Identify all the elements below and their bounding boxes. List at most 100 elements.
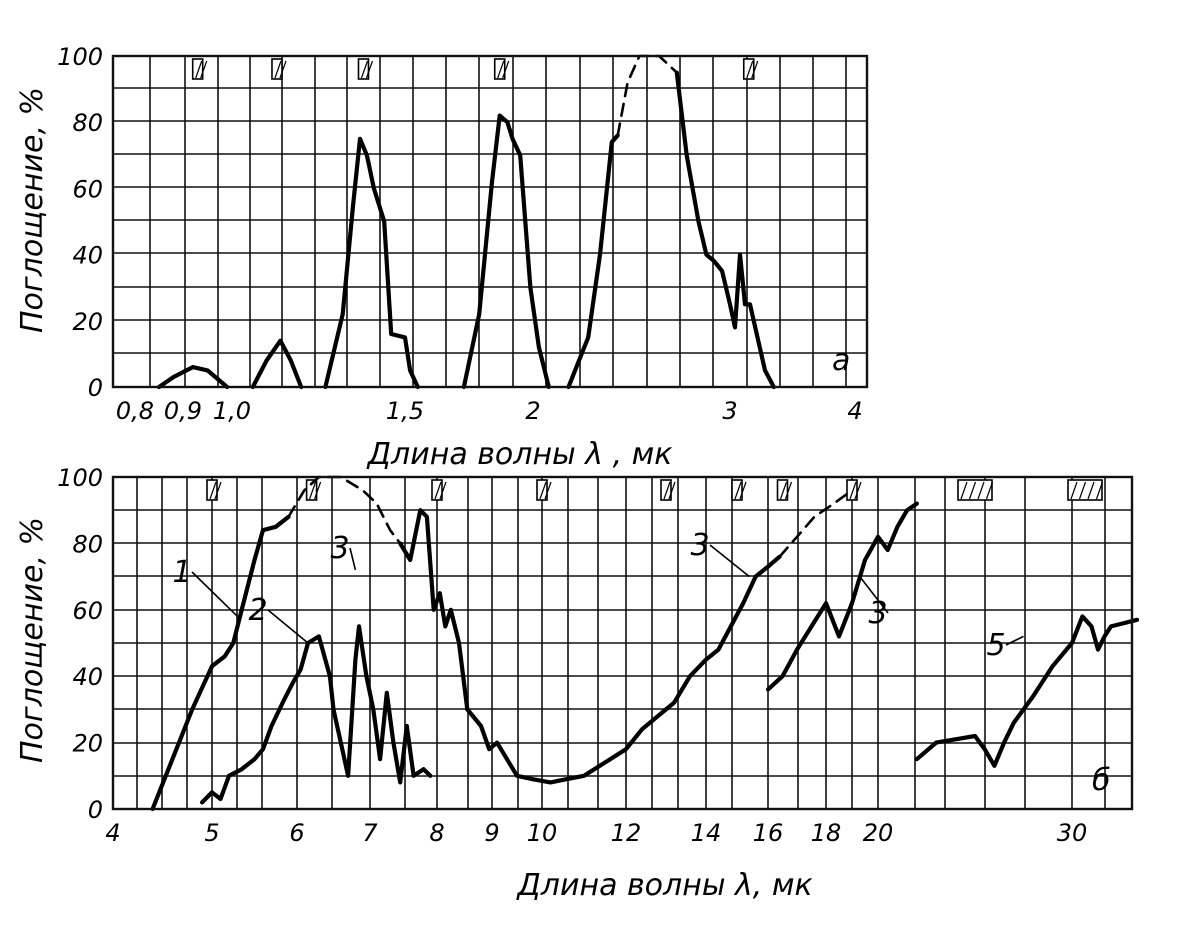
a-x-tick-1,5: 1,5 bbox=[386, 397, 424, 425]
b-series-2-curve-2 bbox=[200, 624, 433, 805]
a-band-marker-1-hatch-0 bbox=[274, 60, 282, 79]
panel-b-x-axis-label: Длина волны λ, мк bbox=[515, 868, 812, 903]
a-x-tick-0,9: 0,9 bbox=[164, 397, 202, 425]
b-band-marker-5 bbox=[731, 479, 743, 501]
b-band-marker-0-hatch-0 bbox=[209, 481, 217, 500]
a-band-marker-4-hatch-0 bbox=[746, 60, 754, 79]
b-curve-1-leader-0 bbox=[191, 571, 239, 618]
panel-b-frame bbox=[111, 475, 1134, 811]
b-x-tick-5: 5 bbox=[204, 819, 219, 847]
b-band-marker-7-hatch-0 bbox=[849, 481, 857, 500]
b-series-6-curve-5 bbox=[914, 614, 1140, 768]
b-series-3-curve-3 bbox=[398, 508, 782, 785]
b-band-marker-1-hatch-0 bbox=[309, 481, 317, 500]
b-x-tick-9: 9 bbox=[484, 819, 499, 847]
a-band-marker-4-hatch-1 bbox=[751, 60, 759, 79]
a-series-3 bbox=[461, 113, 551, 390]
panel-b-curves bbox=[150, 475, 1140, 812]
b-curve-5-label-5: 5 bbox=[986, 628, 1005, 663]
b-curve-3-label-4: 3 bbox=[868, 596, 887, 631]
panel-a-chart: 0 20 40 60 80 100 0,8 0,9 1,0 1,5 2 3 4 Поглощение,… bbox=[15, 43, 869, 472]
panel-b-curve-labels: 1 2 3 3 3 5 bbox=[172, 528, 1024, 663]
b-band-marker-2 bbox=[431, 479, 443, 501]
a-band-marker-2-hatch-0 bbox=[360, 60, 369, 79]
b-curve-1-label-0: 1 bbox=[172, 555, 191, 590]
a-series-2 bbox=[323, 136, 420, 390]
panel-a-x-axis-label: Длина волны λ , мк bbox=[366, 437, 673, 472]
b-curve-3-leader-2 bbox=[349, 547, 357, 571]
b-series-4-curve-4 bbox=[778, 489, 854, 558]
b-x-tick-10: 10 bbox=[527, 819, 558, 847]
b-x-tick-20: 20 bbox=[863, 819, 894, 847]
b-series-5-curve-3 bbox=[765, 501, 919, 692]
b-band-marker-9-hatch-3 bbox=[1095, 481, 1104, 500]
a-series-0 bbox=[156, 365, 230, 390]
b-band-marker-9-hatch-1 bbox=[1078, 481, 1087, 500]
panel-b-label: б bbox=[1092, 763, 1111, 798]
b-x-tick-18: 18 bbox=[811, 819, 842, 847]
a-series-6 bbox=[674, 70, 776, 390]
b-curve-3-leader-4 bbox=[859, 576, 889, 614]
a-band-marker-4 bbox=[742, 58, 755, 80]
a-band-marker-3-hatch-0 bbox=[497, 60, 505, 79]
b-band-marker-7 bbox=[846, 479, 858, 501]
b-x-tick-30: 30 bbox=[1057, 819, 1088, 847]
panel-a-frame bbox=[111, 54, 869, 389]
a-y-tick-60: 60 bbox=[72, 175, 103, 203]
a-series-1 bbox=[250, 338, 304, 390]
b-series-1-curve-1 bbox=[287, 475, 402, 545]
panel-a-band-markers bbox=[191, 58, 759, 80]
b-band-marker-0 bbox=[206, 479, 218, 501]
a-band-marker-0-hatch-1 bbox=[200, 60, 208, 79]
a-band-marker-2-hatch-1 bbox=[365, 60, 374, 79]
a-band-marker-1-hatch-1 bbox=[279, 60, 287, 79]
a-band-marker-0 bbox=[191, 58, 204, 80]
b-band-marker-9-hatch-0 bbox=[1070, 481, 1078, 500]
a-band-marker-1 bbox=[271, 58, 283, 80]
a-band-marker-2 bbox=[357, 58, 370, 80]
b-y-tick-60: 60 bbox=[72, 597, 103, 625]
a-band-marker-3-hatch-1 bbox=[502, 60, 510, 79]
b-x-tick-16: 16 bbox=[753, 819, 784, 847]
panel-a-curves bbox=[156, 54, 776, 390]
a-x-tick-3: 3 bbox=[722, 397, 737, 425]
panel-b-x-ticks: 4 5 6 7 8 9 10 12 14 16 18 20 30 bbox=[105, 819, 1087, 847]
panel-b-band-markers bbox=[206, 479, 1104, 501]
b-curve-3-label-2: 3 bbox=[330, 531, 349, 566]
a-series-4 bbox=[566, 133, 620, 390]
b-x-tick-12: 12 bbox=[611, 819, 642, 847]
a-band-marker-3 bbox=[493, 58, 506, 80]
b-band-marker-3 bbox=[536, 479, 548, 501]
b-x-tick-14: 14 bbox=[691, 819, 722, 847]
panel-a-label: а bbox=[832, 343, 850, 378]
b-band-marker-8-hatch-1 bbox=[968, 481, 977, 500]
b-curve-3-leader-3 bbox=[709, 544, 750, 578]
b-band-marker-7-hatch-1 bbox=[854, 481, 862, 500]
b-curve-3-label-3: 3 bbox=[690, 528, 709, 563]
b-x-tick-6: 6 bbox=[289, 819, 304, 847]
panel-a-x-ticks: 0,8 0,9 1,0 1,5 2 3 4 bbox=[116, 397, 863, 425]
b-band-marker-1 bbox=[305, 479, 318, 501]
b-band-marker-5-hatch-0 bbox=[734, 481, 742, 500]
b-band-marker-6 bbox=[776, 479, 789, 501]
b-curve-5-leader-5 bbox=[1005, 635, 1024, 646]
panel-b-y-ticks: 0 20 40 60 80 100 bbox=[57, 464, 103, 824]
b-y-tick-0: 0 bbox=[88, 796, 103, 824]
b-band-marker-4 bbox=[660, 479, 672, 501]
b-band-marker-4-hatch-1 bbox=[668, 481, 676, 500]
b-y-tick-80: 80 bbox=[72, 530, 103, 558]
panel-a-y-ticks: 0 20 40 60 80 100 bbox=[57, 43, 103, 402]
a-y-tick-40: 40 bbox=[72, 242, 103, 270]
b-x-tick-8: 8 bbox=[429, 819, 444, 847]
b-band-marker-8-hatch-2 bbox=[977, 481, 985, 500]
a-y-tick-20: 20 bbox=[72, 308, 103, 336]
b-series-0-curve-1 bbox=[150, 514, 291, 812]
a-y-tick-100: 100 bbox=[57, 43, 103, 71]
b-band-marker-0-hatch-1 bbox=[214, 481, 222, 500]
b-band-marker-3-hatch-1 bbox=[544, 481, 552, 500]
b-y-tick-20: 20 bbox=[72, 730, 103, 758]
a-y-tick-80: 80 bbox=[72, 109, 103, 137]
a-y-tick-0: 0 bbox=[88, 374, 103, 402]
